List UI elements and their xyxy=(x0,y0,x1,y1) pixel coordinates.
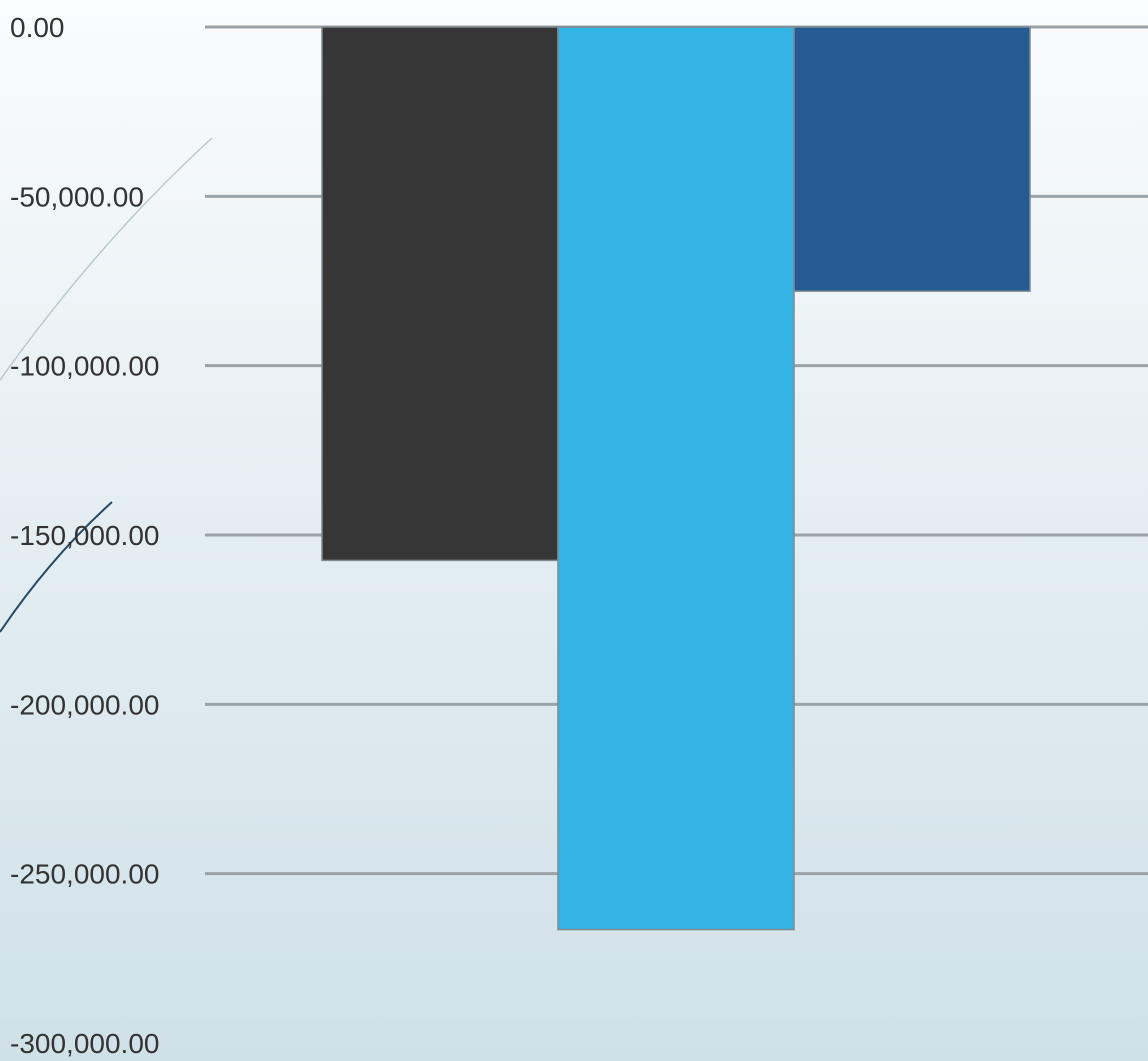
y-tick-label: -50,000.00 xyxy=(10,181,144,212)
decorative-swoosh-light xyxy=(0,137,213,381)
decorative-swoosh-dark xyxy=(0,501,113,633)
y-tick-label: -250,000.00 xyxy=(10,859,159,890)
bar-3 xyxy=(793,26,1031,292)
y-axis-tick-labels: 0.00 -50,000.00 -100,000.00 -150,000.00 -200… xyxy=(10,12,159,1059)
y-tick-label: -150,000.00 xyxy=(10,520,159,551)
y-tick-label: -300,000.00 xyxy=(10,1028,159,1059)
y-tick-label: -200,000.00 xyxy=(10,689,159,720)
bar-1 xyxy=(321,26,559,562)
bars xyxy=(321,26,1031,931)
y-tick-label: -100,000.00 xyxy=(10,351,159,382)
y-tick-label: 0.00 xyxy=(10,12,65,43)
bar-2 xyxy=(557,26,795,931)
